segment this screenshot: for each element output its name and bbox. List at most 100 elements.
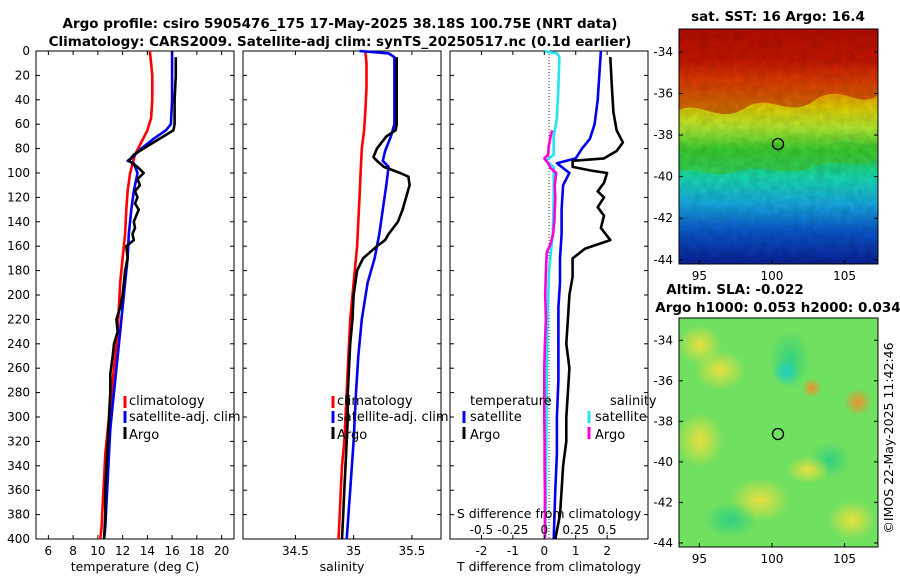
lon-tick-label: 100 [761,269,784,283]
lat-tick-label: -36 [653,86,673,100]
lon-tick-label: 105 [833,269,856,283]
sla-lon-ticks: 95 100 105 [692,543,856,566]
x-tick-label: 2 [603,544,611,558]
top-tick-label: 0.25 [562,523,589,537]
depth-tick-label: 220 [7,312,30,326]
legend-label-satellite: satellite-adj. clim [337,410,449,425]
legend-label-sal-argo: Argo [595,428,625,443]
lon-tick-label: 95 [692,552,707,566]
lat-tick-label: -38 [653,128,673,142]
temperature-x-label: temperature (deg C) [71,559,200,574]
top-tick-label: 0 [540,523,548,537]
x-tick-label: 35.5 [399,544,426,558]
lat-tick-label: -44 [653,253,673,267]
salinity-x-ticks: 34.5 35 35.5 [282,51,425,558]
figure-title-line1: Argo profile: csiro 5905476_175 17-May-2… [63,16,618,32]
depth-axis: 0 20 40 60 80 100 120 140 160 180 200 220 240 260 280 3… [7,44,648,546]
depth-tick-label: 260 [7,361,30,375]
sst-map-frame [678,28,879,265]
top-tick-label: 0.5 [598,523,617,537]
sst-lon-ticks: 95 100 105 [692,260,856,283]
legend-label-argo: Argo [129,428,159,443]
x-tick-label: 20 [214,544,229,558]
x-tick-label: 16 [164,544,179,558]
depth-tick-label: 240 [7,337,30,351]
depth-tick-label: 0 [22,44,30,58]
series-line-temperature-satellite [552,50,603,540]
sla-map [679,318,878,547]
lat-tick-label: -40 [653,170,673,184]
depth-tick-label: 120 [7,190,30,204]
lat-tick-label: -34 [653,333,673,347]
x-tick-label: -1 [507,544,519,558]
legend-head-salinity: salinity [610,394,657,409]
x-tick-label: -2 [475,544,487,558]
legend-label-sal-satellite: satellite [595,410,647,425]
temperature-panel-frame [35,50,235,540]
lat-tick-label: -42 [653,211,673,225]
legend-label-climatology: climatology [337,394,413,409]
series-line-salinity-satellite [543,49,561,540]
difference-legend: temperature salinity satellite Argo sate… [462,394,657,443]
diff-top-label: S difference from climatology [457,506,642,521]
depth-tick-label: 40 [15,93,30,107]
depth-tick-label: 200 [7,288,30,302]
x-tick-label: 35 [346,544,361,558]
sst-map-title: sat. SST: 16 Argo: 16.4 [691,9,865,25]
series-line-satellite-adj-clim [345,49,396,540]
depth-tick-label: 100 [7,166,30,180]
depth-tick-label: 380 [7,508,30,522]
legend-label-climatology: climatology [129,394,205,409]
top-tick-label: -0.25 [497,523,528,537]
legend-label-satellite: satellite-adj. clim [129,410,241,425]
depth-tick-label: 360 [7,483,30,497]
depth-tick-label: 320 [7,434,30,448]
x-tick-label: 0 [540,544,548,558]
x-tick-label: 18 [189,544,204,558]
salinity-x-label: salinity [320,559,365,574]
x-tick-label: 8 [69,544,77,558]
sst-map [679,29,878,264]
depth-tick-label: 160 [7,239,30,253]
x-tick-label: 6 [45,544,53,558]
sla-map-title-line1: Altim. SLA: -0.022 [666,282,803,298]
sla-map-title-line2: Argo h1000: 0.053 h2000: 0.034 [655,300,900,316]
sla-lat-ticks: -34 -36 -38 -40 -42 -44 [653,333,878,550]
x-tick-label: 10 [90,544,105,558]
x-tick-label: 12 [115,544,130,558]
series-line-salinity-argo [542,129,558,539]
lat-tick-label: -42 [653,495,673,509]
figure-title-line2: Climatology: CARS2009. Satellite-adj cli… [49,34,632,50]
temperature-legend: climatology satellite-adj. clim Argo [123,394,241,443]
legend-label-argo: Argo [337,428,367,443]
legend-head-temperature: temperature [470,394,552,409]
series-line-temperature-argo [554,57,625,540]
lon-tick-label: 105 [833,552,856,566]
depth-tick-label: 20 [15,68,30,82]
lon-tick-label: 95 [692,269,707,283]
sst-lat-ticks: -34 -36 -38 -40 -42 -44 [653,45,878,267]
depth-tick-label: 60 [15,117,30,131]
depth-tick-label: 340 [7,459,30,473]
series-line-climatology [337,50,368,540]
lat-tick-label: -44 [653,536,673,550]
depth-tick-label: 180 [7,264,30,278]
depth-tick-label: 300 [7,410,30,424]
temperature-profile-plot [99,50,178,540]
difference-profile-plot [542,49,625,540]
lat-tick-label: -40 [653,455,673,469]
lat-tick-label: -34 [653,45,673,59]
diff-top-ticks: -0.5 -0.25 0 0.25 0.5 [470,523,617,537]
depth-tick-label: 80 [15,142,30,156]
lat-tick-label: -38 [653,414,673,428]
depth-tick-label: 280 [7,386,30,400]
depth-tick-label: 140 [7,215,30,229]
depth-tick-label: 400 [7,532,30,546]
top-tick-label: -0.5 [470,523,493,537]
x-tick-label: 14 [140,544,155,558]
series-line-argo [340,57,411,540]
sla-map-frame [678,317,879,548]
series-line-argo [102,57,178,540]
x-tick-label: 34.5 [282,544,309,558]
legend-label-temp-argo: Argo [470,428,500,443]
